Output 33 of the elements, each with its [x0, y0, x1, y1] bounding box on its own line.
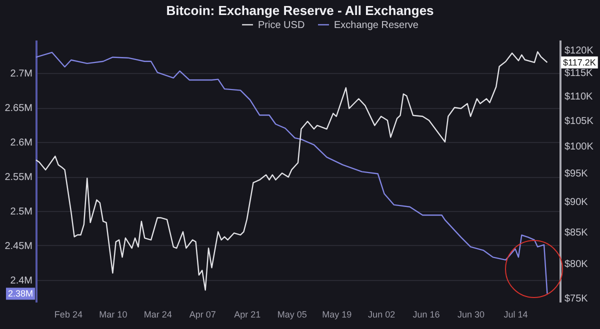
x-tick-label: Feb 24 — [54, 310, 82, 320]
y2-tick-label: $115K — [564, 68, 594, 79]
legend-label: Exchange Reserve — [334, 20, 419, 31]
y-tick-label: 2.65M — [4, 103, 32, 114]
x-tick-label: Apr 07 — [189, 310, 216, 320]
y2-tick-label: $100K — [564, 142, 594, 153]
x-tick-label: Mar 10 — [99, 310, 128, 320]
y2-tick-label: $110K — [564, 91, 594, 102]
x-tick-label: May 05 — [277, 310, 307, 320]
x-tick-label: Mar 24 — [144, 310, 172, 320]
y2-tick-label: $120K — [564, 46, 594, 57]
y2-tick-label: $80K — [564, 259, 588, 270]
x-tick-label: Jul 14 — [504, 310, 528, 320]
y-tick-label: 2.55M — [4, 172, 32, 184]
chart-title: Bitcoin: Exchange Reserve - All Exchanges — [165, 3, 435, 18]
y2-tick-label: $75K — [564, 293, 588, 304]
y-tick-label: 2.45M — [4, 240, 32, 252]
y2-tick-label: $95K — [564, 168, 588, 180]
x-tick-label: Jun 30 — [458, 310, 485, 320]
y2-tick-label: $105K — [564, 116, 594, 127]
y2-tick-label: $90K — [564, 197, 588, 208]
text: $117.2K — [563, 57, 596, 68]
y-tick-label: 2.4M — [10, 275, 32, 286]
x-tick-label: Jun 02 — [368, 310, 396, 320]
x-tick-label: Apr 21 — [234, 310, 261, 320]
y-tick-label: 2.5M — [10, 206, 32, 218]
y2-tick-label: $85K — [564, 227, 588, 238]
legend-label: Price USD — [258, 20, 305, 31]
y-tick-label: 2.6M — [10, 138, 32, 149]
x-tick-label: May 19 — [322, 310, 352, 320]
x-tick-label: Jun 16 — [412, 310, 440, 320]
y-tick-label: 2.7M — [10, 68, 32, 80]
text: 2.38M — [8, 288, 33, 299]
